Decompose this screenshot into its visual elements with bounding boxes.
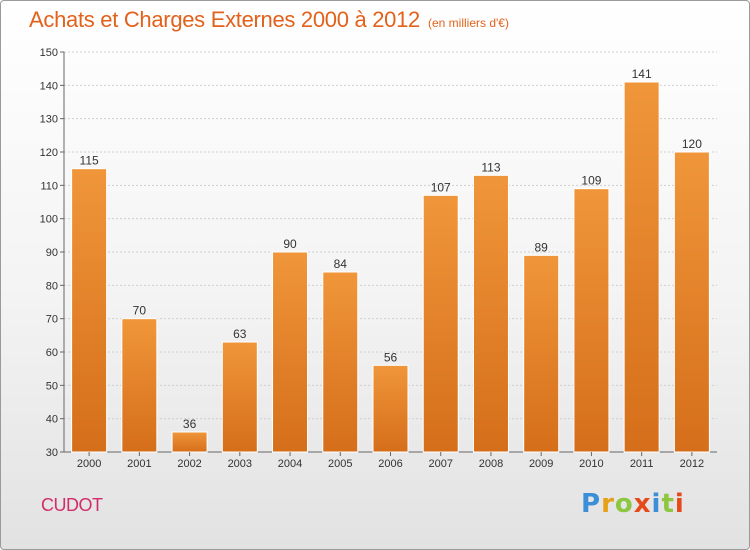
bar-2000 [71,168,108,453]
bar-2006 [372,364,409,453]
logo-letter: P [581,489,602,519]
logo-letter: x [633,489,652,519]
logo-letter: o [614,489,634,519]
bar-2001 [121,318,158,453]
title-unit: (en milliers d'€) [427,16,509,30]
value-label-2010: 109 [581,174,601,188]
bar-2012 [673,151,710,453]
x-tick-label-2000: 2000 [77,458,101,470]
x-tick-label-2012: 2012 [680,458,704,470]
proxiti-logo[interactable]: Proxiti [581,489,685,519]
y-tick-label: 60 [46,347,58,359]
bar-2002 [171,431,208,453]
value-label-2001: 70 [133,304,147,318]
value-label-2005: 84 [334,257,348,271]
y-tick-label: 70 [46,314,58,326]
y-tick-label: 150 [40,47,58,59]
value-label-2009: 89 [535,240,549,254]
value-label-2011: 141 [632,67,652,81]
y-tick-label: 110 [40,180,58,192]
logo-letter: t [661,489,675,519]
value-label-2003: 63 [233,327,247,341]
x-tick-label-2008: 2008 [479,458,503,470]
value-label-2012: 120 [682,137,702,151]
y-tick-label: 50 [46,380,58,392]
value-label-2002: 36 [183,417,197,431]
bar-2008 [472,174,509,453]
logo-letter: r [601,489,615,519]
chart-title: Achats et Charges Externes 2000 à 2012 (e… [29,7,509,33]
value-label-2007: 107 [431,180,451,194]
value-label-2000: 115 [80,154,99,168]
title-main: Achats et Charges Externes 2000 à 2012 [29,7,420,32]
y-tick-label: 30 [46,447,58,459]
bar-2011 [623,81,660,453]
x-tick-label-2009: 2009 [529,458,553,470]
logo-letter: i [651,489,662,519]
bar-2003 [221,341,258,453]
bar-2009 [523,254,560,453]
y-tick-label: 90 [46,247,58,259]
x-tick-label-2004: 2004 [278,458,302,470]
logo-letter: i [674,489,685,519]
x-tick-label-2003: 2003 [228,458,252,470]
y-tick-label: 120 [40,147,58,159]
bar-2010 [573,188,610,453]
x-tick-label-2007: 2007 [428,458,452,470]
bar-2004 [272,251,309,453]
bar-2005 [322,271,359,453]
x-tick-label-2010: 2010 [579,458,603,470]
y-tick-label: 140 [40,80,58,92]
value-label-2006: 56 [384,350,398,364]
value-label-2008: 113 [481,160,500,174]
bar-2007 [422,194,459,453]
y-tick-label: 100 [40,214,58,226]
y-tick-label: 80 [46,280,58,292]
y-tick-label: 40 [46,414,58,426]
x-tick-label-2001: 2001 [127,458,151,470]
value-label-2004: 90 [283,237,297,251]
x-tick-label-2006: 2006 [378,458,402,470]
commune-name: CUDOT [41,495,103,515]
x-tick-label-2002: 2002 [177,458,201,470]
x-tick-label-2011: 2011 [630,458,654,470]
x-tick-label-2005: 2005 [328,458,352,470]
y-tick-label: 130 [40,114,58,126]
